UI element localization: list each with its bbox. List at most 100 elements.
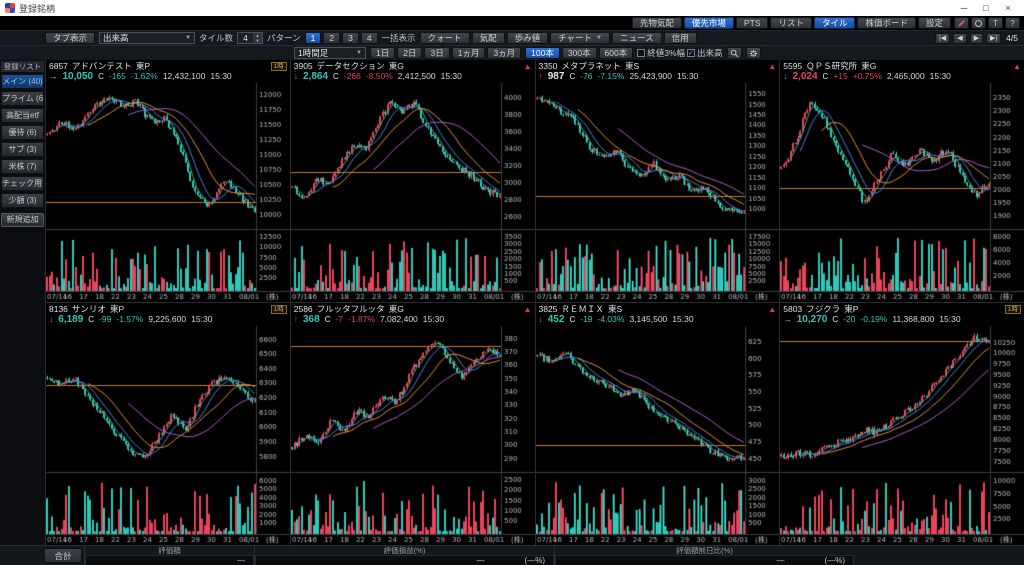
text-icon[interactable]: T [988, 17, 1003, 29]
volume: 12,432,100 [162, 71, 206, 81]
candlestick-chart[interactable] [46, 326, 290, 545]
tile-header: 5595 ＱＰＳ研究所 東G ▲ ↓ 2,024 C +15 +0.75% 2,… [780, 60, 1024, 83]
pattern-button-3[interactable]: 3 [342, 32, 359, 44]
sidebar-item-7[interactable]: 少額 (3) [1, 193, 44, 208]
checkbox-label: 終値3%幅 [647, 48, 686, 58]
candlestick-chart[interactable] [46, 83, 290, 302]
candlestick-chart[interactable] [780, 326, 1024, 545]
checkbox-0[interactable]: 終値3%幅 [637, 47, 685, 59]
spin-up-icon[interactable]: ▲ [255, 33, 260, 38]
alert-icon[interactable]: ▲ [768, 304, 777, 314]
candlestick-chart[interactable] [290, 83, 535, 302]
prev-page-button[interactable]: ◀ [953, 32, 967, 44]
view-button-2[interactable]: 歩み値 [506, 32, 549, 44]
sidebar-item-2[interactable]: 高配当etf [1, 108, 44, 123]
timeframe-value: 1時間足 [298, 48, 329, 58]
last-price: 10,270 [796, 314, 828, 325]
tick-direction-icon: ↑ [538, 71, 543, 81]
tick-direction-icon: ↓ [783, 71, 788, 81]
pattern-button-2[interactable]: 2 [323, 32, 341, 44]
tab-display-button[interactable]: タブ表示 [45, 32, 96, 44]
next-page-button[interactable]: ▶ [969, 32, 983, 44]
sidebar-item-3[interactable]: 優待 (6) [1, 125, 44, 140]
help-icon[interactable]: ? [1005, 17, 1020, 29]
sidebar: 登録リスト メイン (40) プライム (6) 高配当etf 優待 (6) サブ (3)… [0, 60, 46, 545]
view-button-0[interactable]: クォート [419, 32, 470, 44]
price-change-pct: -1.62% [130, 71, 158, 81]
main-area: 登録リスト メイン (40) プライム (6) 高配当etf 優待 (6) サブ (3)… [0, 60, 1024, 545]
footer-value: (—%) [524, 556, 545, 565]
stock-name: メタプラネット [561, 61, 621, 71]
stock-market: 東G [861, 61, 877, 71]
topbar-button-6[interactable]: 設定 [917, 17, 951, 29]
pattern-button-4[interactable]: 4 [360, 32, 378, 44]
price-change-pct: -1.57% [116, 314, 144, 324]
view-button-3[interactable]: チャート ▼ [550, 32, 610, 44]
price-change-pct: +0.75% [852, 71, 882, 81]
pattern-button-1[interactable]: 1 [304, 32, 322, 44]
tile-count-label: タイル数 [199, 33, 234, 43]
quote-time: 15:30 [939, 314, 961, 324]
period-button-2[interactable]: 3日 [424, 47, 450, 59]
footer-group-header: 評価額前日比(%) [676, 546, 733, 555]
topbar-button-1[interactable]: 優先市場 [683, 17, 734, 29]
topbar-button-0[interactable]: 先物気配 [631, 17, 682, 29]
period-button-4[interactable]: 3ヵ月 [487, 47, 522, 59]
add-list-button[interactable]: 新規追加 [1, 213, 44, 227]
quote-time: 15:30 [672, 314, 694, 324]
spin-down-icon[interactable]: ▼ [255, 38, 260, 43]
checkbox-box [637, 49, 646, 57]
candlestick-chart[interactable] [535, 326, 780, 545]
topbar-button-5[interactable]: 株価ボード [857, 17, 916, 29]
minimize-button[interactable]: ─ [960, 3, 968, 13]
first-page-button[interactable]: |◀ [934, 32, 951, 44]
circle-icon[interactable] [971, 17, 986, 29]
candlestick-chart[interactable] [535, 83, 780, 302]
price-change-pct: -1.87% [348, 314, 375, 324]
alert-icon[interactable]: ▲ [523, 304, 532, 314]
alert-icon[interactable]: ▲ [523, 61, 532, 71]
topbar-button-3[interactable]: リスト [770, 17, 812, 29]
checkbox-1[interactable]: ✓ 出来高 [687, 47, 723, 59]
maximize-button[interactable]: □ [983, 3, 989, 13]
period-button-1[interactable]: 2日 [397, 47, 423, 59]
timeframe-dropdown[interactable]: 1時間足 ▼ [294, 47, 366, 59]
topbar-button-2[interactable]: PTS [735, 17, 769, 29]
period-button-0[interactable]: 1日 [370, 47, 396, 59]
chart-tile: 5803 フジクラ 東P 1時 → 10,270 C -20 -0.19% 11… [780, 303, 1024, 545]
view-buttons: クォート 気配 歩み値 チャート ▼ ニュース 信用 [419, 32, 697, 44]
alert-icon[interactable]: ▲ [768, 61, 777, 71]
sidebar-item-4[interactable]: サブ (3) [1, 142, 44, 157]
topbar-button-4[interactable]: タイル [813, 17, 856, 29]
candlestick-chart[interactable] [290, 326, 535, 545]
zoom-search-icon[interactable] [726, 47, 742, 59]
last-price: 987 [547, 71, 565, 82]
period-button-3[interactable]: 1ヵ月 [451, 47, 486, 59]
sidebar-item-6[interactable]: チェック用 ( [1, 176, 44, 191]
pen-icon[interactable] [954, 17, 969, 29]
view-button-1[interactable]: 気配 [471, 32, 505, 44]
last-page-button[interactable]: ▶| [985, 32, 1002, 44]
tile-count-stepper[interactable]: 4 ▲ ▼ [237, 32, 264, 44]
sidebar-item-5[interactable]: 米株 (7) [1, 159, 44, 174]
bar-count-button-1[interactable]: 300本 [561, 47, 597, 59]
footer-group-0: 評価額 — [84, 546, 254, 565]
stock-code: 6857 [49, 61, 68, 71]
sidebar-item-0[interactable]: メイン (40) [1, 74, 44, 89]
page-indicator: 4/5 [1006, 33, 1018, 43]
sort-dropdown[interactable]: 出来高 ▼ [99, 32, 196, 44]
candlestick-chart[interactable] [780, 83, 1024, 302]
stock-name: データセクション [316, 61, 385, 71]
footer-value: (—%) [824, 556, 845, 565]
stock-code: 8136 [49, 304, 68, 314]
bar-count-button-2[interactable]: 600本 [598, 47, 634, 59]
view-button-5[interactable]: 信用 [663, 32, 697, 44]
alert-icon[interactable]: ▲ [1013, 61, 1021, 71]
sidebar-item-1[interactable]: プライム (6) [1, 91, 44, 106]
close-button[interactable]: × [1005, 3, 1011, 13]
last-price: 452 [547, 314, 565, 325]
view-button-4[interactable]: ニュース [611, 32, 662, 44]
settings-gear-icon[interactable] [745, 47, 761, 59]
bar-count-button-0[interactable]: 100本 [525, 47, 560, 59]
quote-time: 15:30 [210, 71, 232, 81]
